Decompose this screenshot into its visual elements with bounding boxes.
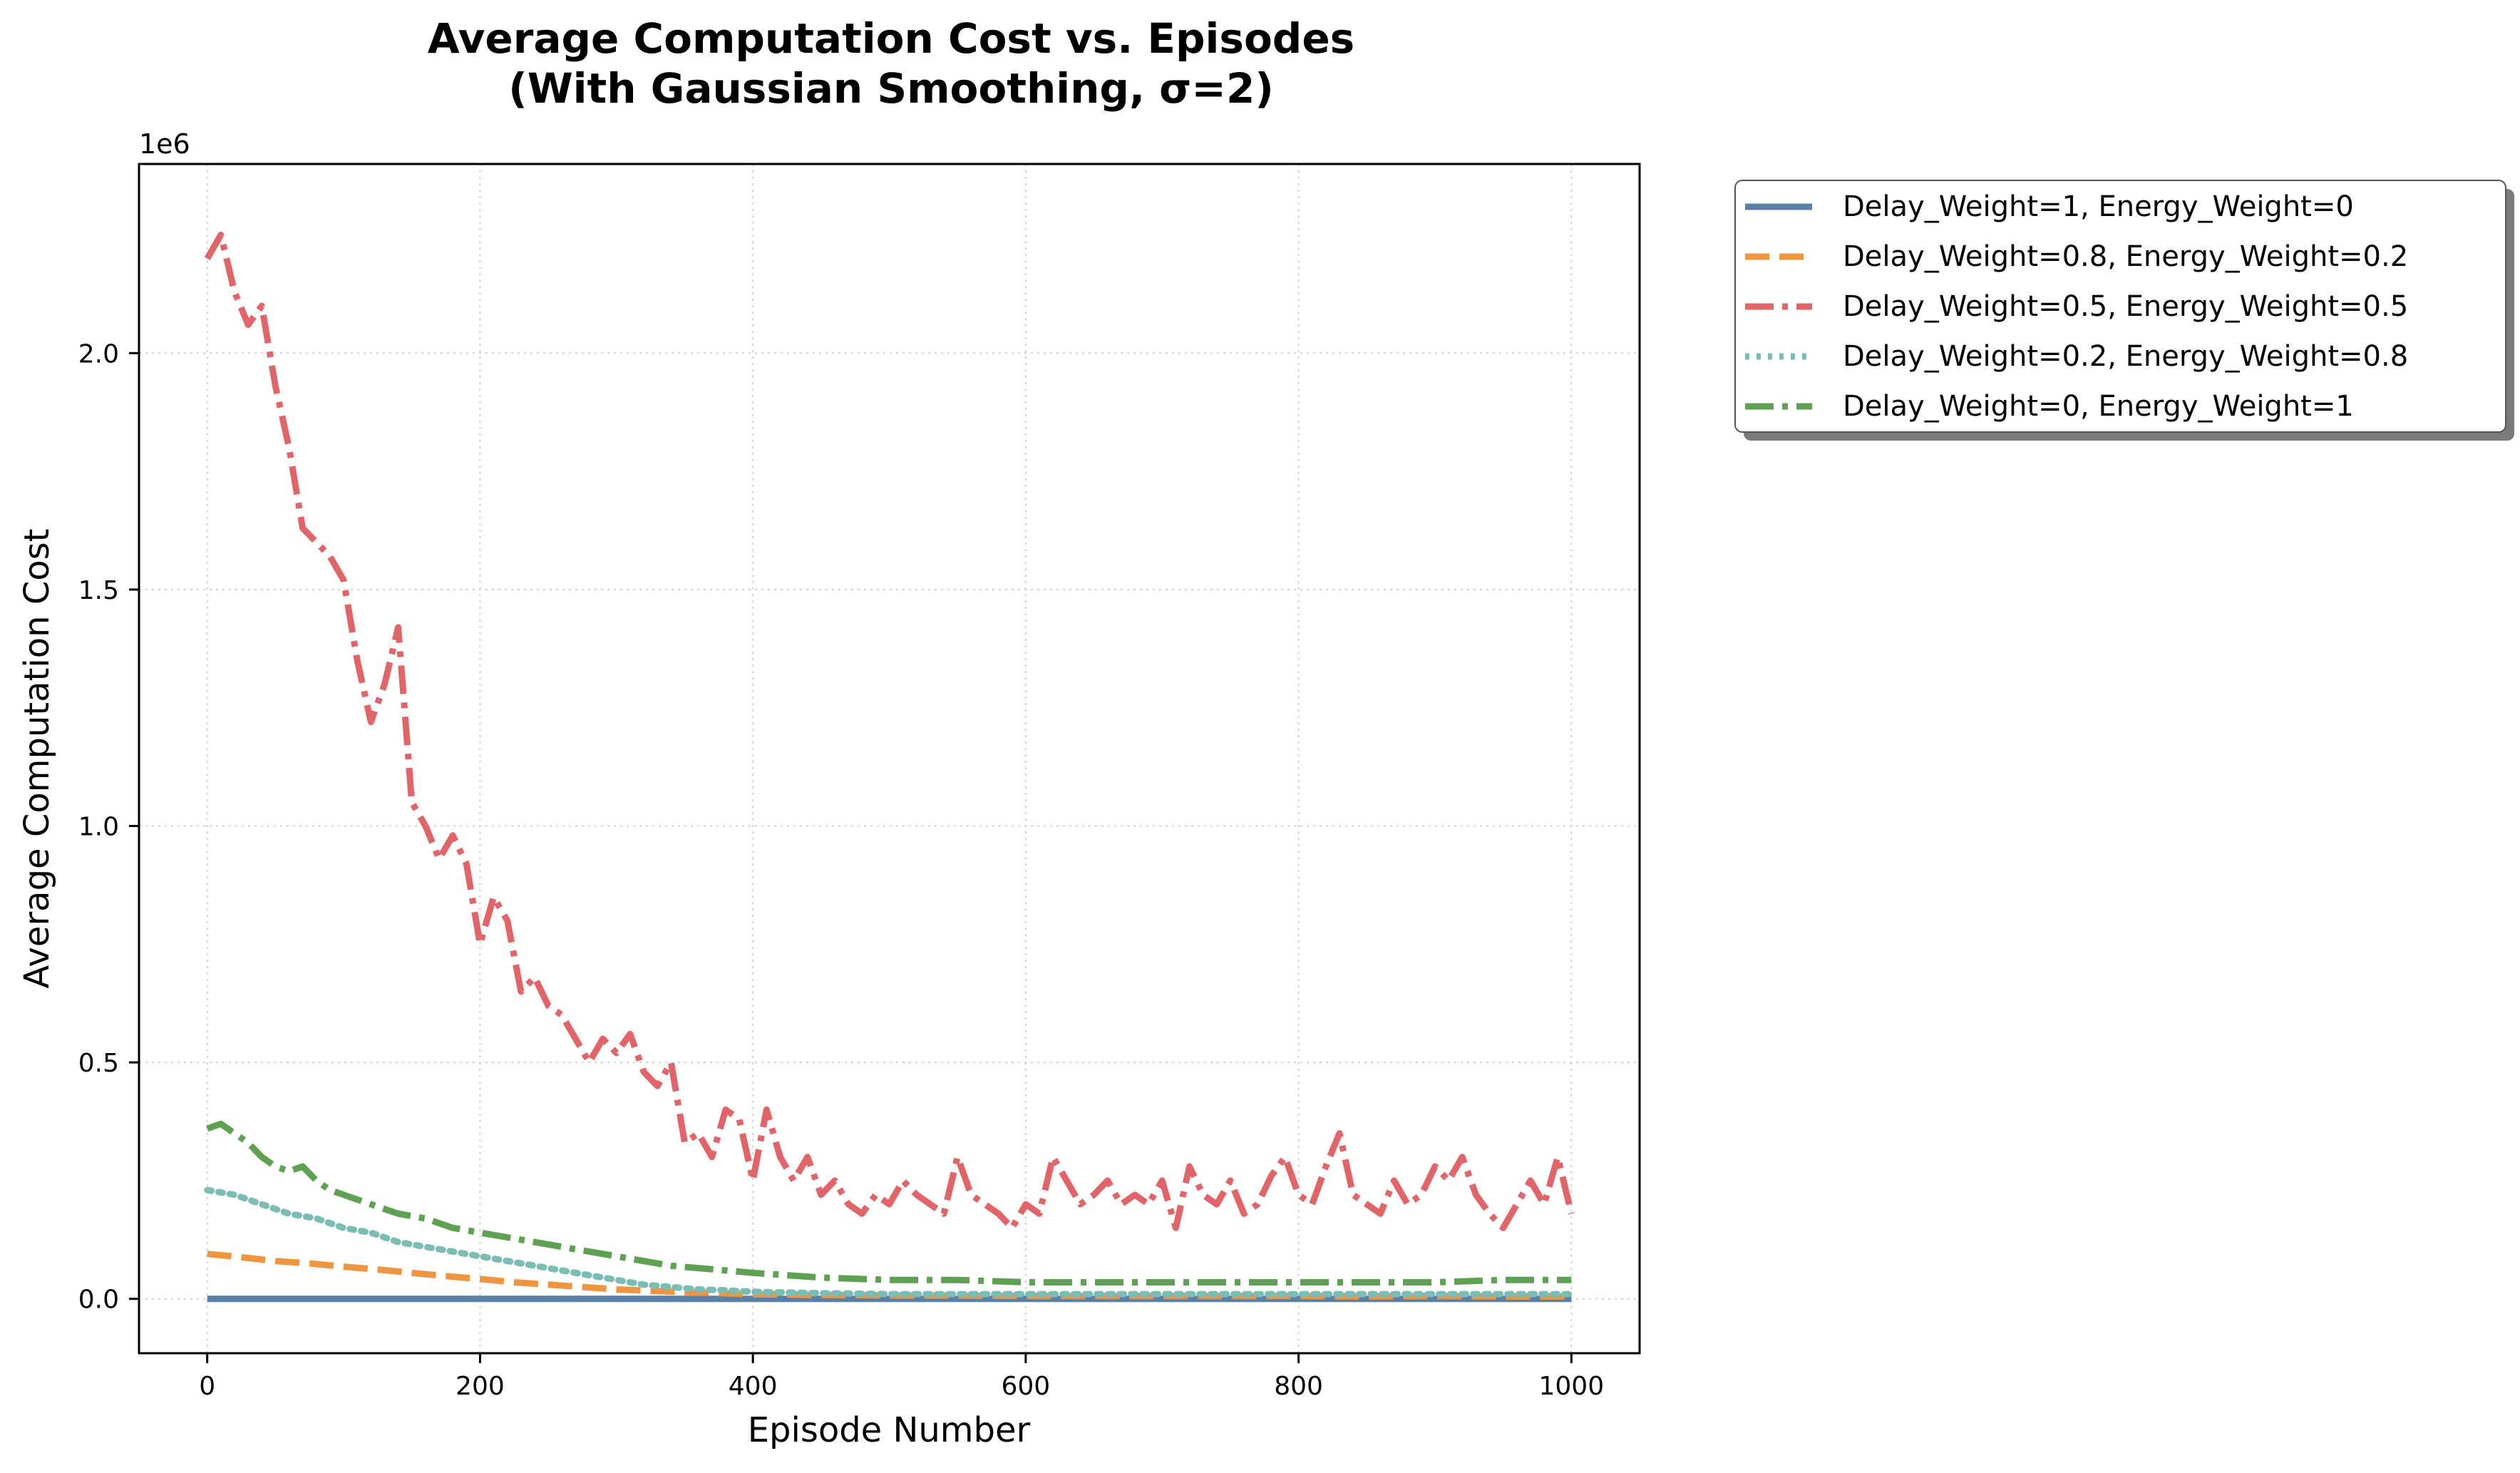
- x-tick-label: 0: [199, 1372, 215, 1401]
- legend-label-4: Delay_Weight=0.2, Energy_Weight=0.8: [1843, 340, 2408, 373]
- plot-area: [138, 163, 1641, 1355]
- legend-label-2: Delay_Weight=0.8, Energy_Weight=0.2: [1843, 240, 2408, 273]
- x-tick-label: 200: [456, 1372, 505, 1401]
- x-tick-label: 600: [1002, 1372, 1051, 1401]
- series-line-4: [204, 1186, 1575, 1298]
- series-lines: [204, 232, 1575, 1303]
- y-offset-label: 1e6: [139, 128, 190, 160]
- axis-ticks: 0 200 400 600 800 1000 0.0 0.5 1.0 1.5 2.0: [78, 339, 1604, 1401]
- x-tick-label: 1000: [1539, 1372, 1605, 1401]
- x-axis-label: Episode Number: [748, 1410, 1031, 1450]
- legend: Delay_Weight=1, Energy_Weight=0 Delay_Wei…: [1734, 180, 2514, 441]
- x-tick-label: 400: [729, 1372, 778, 1401]
- chart-title-line-2: (With Gaussian Smoothing, σ=2): [508, 64, 1274, 113]
- y-tick-label: 0.5: [78, 1049, 119, 1078]
- legend-label-1: Delay_Weight=1, Energy_Weight=0: [1843, 190, 2354, 223]
- series-line-5: [206, 1120, 1572, 1285]
- y-tick-label: 1.0: [78, 813, 119, 842]
- legend-label-5: Delay_Weight=0, Energy_Weight=1: [1843, 390, 2354, 423]
- y-axis-label: Average Computation Cost: [17, 528, 57, 988]
- chart-title-line-1: Average Computation Cost vs. Episodes: [428, 14, 1354, 63]
- legend-label-3: Delay_Weight=0.5, Energy_Weight=0.5: [1843, 290, 2408, 323]
- series-line-2: [207, 1251, 1572, 1300]
- legend-box: [1734, 180, 2506, 433]
- y-tick-label: 0.0: [78, 1285, 119, 1315]
- y-tick-label: 2.0: [78, 339, 119, 369]
- y-tick-label: 1.5: [78, 576, 119, 605]
- series-line-3: [204, 232, 1575, 1231]
- x-tick-label: 800: [1274, 1372, 1323, 1401]
